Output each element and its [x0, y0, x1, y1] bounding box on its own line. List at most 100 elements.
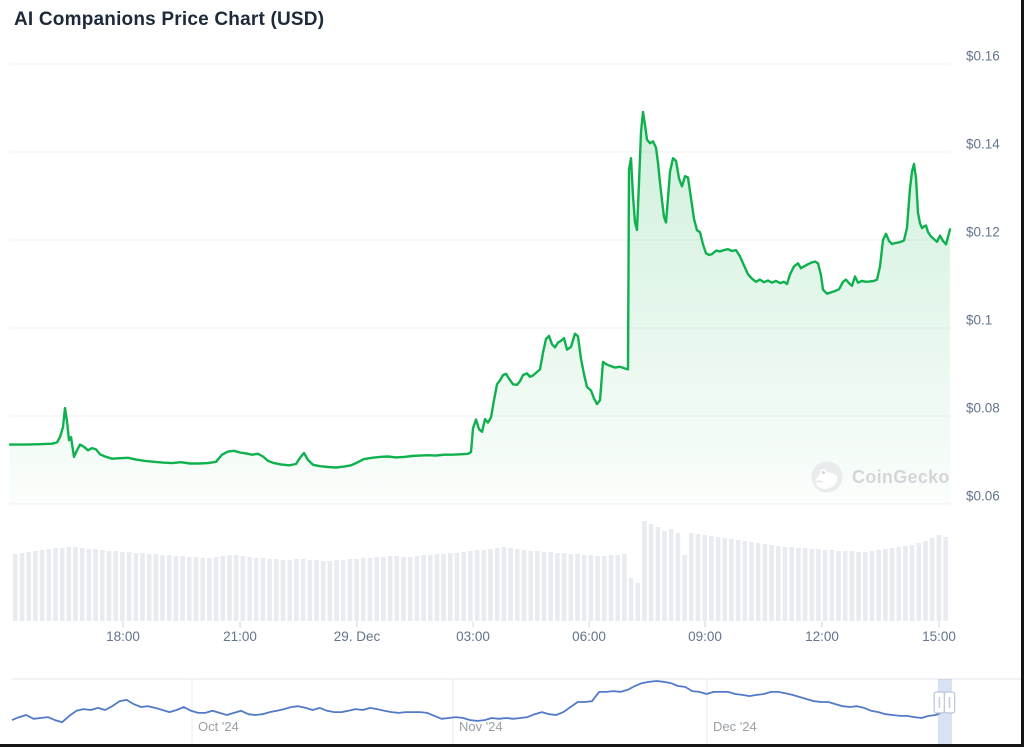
volume-bar — [86, 549, 92, 621]
volume-bar — [936, 535, 942, 621]
volume-bar — [253, 558, 259, 621]
volume-bar — [816, 549, 821, 621]
volume-bar — [334, 560, 339, 621]
volume-bar — [856, 552, 861, 621]
volume-bar — [260, 558, 266, 621]
volume-bar — [113, 551, 118, 621]
volume-bar — [187, 557, 192, 621]
navigator-month-label: Oct '24 — [198, 719, 239, 734]
volume-bar — [755, 543, 761, 621]
navigator-handle-left[interactable] — [933, 691, 946, 714]
x-axis-label: 29. Dec — [334, 629, 381, 644]
volume-bar — [836, 551, 841, 621]
volume-bar — [468, 551, 473, 621]
volume-bar — [233, 555, 239, 621]
volume-bar — [842, 551, 848, 621]
volume-bar — [421, 555, 426, 621]
volume-bar — [702, 535, 707, 621]
volume-bar — [173, 556, 179, 621]
volume-bar — [394, 556, 400, 621]
volume-bar — [160, 555, 165, 621]
volume-bar — [200, 558, 205, 621]
volume-bar — [274, 559, 279, 621]
volume-bar — [715, 537, 721, 621]
volume-bar — [26, 552, 31, 621]
volume-bar — [682, 555, 687, 621]
volume-bar — [929, 538, 935, 621]
navigator-handle-right[interactable] — [943, 691, 956, 714]
volume-bar — [59, 548, 65, 621]
volume-bar — [247, 557, 252, 621]
price-area-fill — [10, 112, 950, 504]
volume-bar — [648, 524, 654, 621]
volume-bar — [849, 551, 855, 621]
volume-bar — [555, 553, 560, 621]
volume-bar — [749, 542, 754, 621]
price-line — [8, 110, 952, 469]
volume-bar — [93, 549, 98, 621]
volume-bar — [428, 555, 433, 621]
volume-bar — [294, 559, 299, 621]
volume-bar — [662, 531, 667, 621]
volume-bar — [73, 547, 78, 621]
plot-area[interactable] — [10, 44, 950, 644]
volume-bar — [521, 550, 527, 621]
volume-bar — [742, 541, 748, 621]
volume-bar — [320, 561, 326, 621]
volume-bar — [240, 556, 246, 621]
volume-bar — [53, 548, 58, 621]
volume-bar — [220, 556, 226, 621]
volume-bar — [146, 554, 152, 621]
volume-bar — [916, 543, 922, 621]
volume-bar — [494, 548, 500, 621]
volume-bar — [575, 554, 580, 621]
volume-bar — [548, 552, 553, 621]
volume-bar — [474, 550, 480, 621]
volume-bar — [796, 548, 801, 621]
volume-bar — [133, 553, 139, 621]
y-axis-label: $0.06 — [966, 489, 1000, 504]
volume-bar — [280, 560, 286, 621]
volume-bar — [762, 544, 768, 621]
x-axis-label: 12:00 — [805, 629, 839, 644]
volume-bar — [822, 550, 828, 621]
volume-bar — [863, 552, 868, 621]
volume-bar — [789, 547, 794, 621]
x-axis-label: 09:00 — [688, 629, 722, 644]
volume-bar — [675, 533, 681, 621]
volume-bar — [314, 560, 319, 621]
volume-bar — [448, 553, 453, 621]
volume-bar — [829, 550, 835, 621]
volume-bar — [769, 545, 774, 621]
volume-bar — [729, 539, 734, 621]
volume-bar — [414, 556, 420, 621]
navigator-series-line — [11, 680, 951, 724]
volume-bar — [193, 557, 199, 621]
volume-bar — [776, 546, 781, 621]
volume-bar — [207, 558, 212, 621]
y-axis-label: $0.12 — [966, 225, 1000, 240]
volume-bar — [628, 578, 634, 621]
volume-bar — [39, 550, 45, 621]
volume-bar — [407, 557, 413, 621]
volume-bar — [19, 553, 25, 621]
volume-bar — [501, 547, 507, 621]
navigator-track[interactable] — [12, 679, 1022, 746]
volume-bar — [508, 548, 513, 621]
volume-bar — [568, 554, 574, 621]
volume-bar — [441, 554, 446, 621]
volume-bar — [126, 552, 132, 621]
volume-bar — [642, 521, 647, 621]
volume-bar — [588, 555, 594, 621]
volume-bar — [608, 555, 614, 621]
volume-bar — [267, 559, 272, 621]
volume-bar — [735, 540, 741, 621]
volume-bar — [387, 556, 393, 621]
volume-bar — [883, 549, 888, 621]
volume-bar — [401, 557, 406, 621]
volume-bar — [66, 547, 72, 621]
volume-bar — [889, 548, 895, 621]
volume-bar — [287, 560, 292, 621]
page-title: AI Companions Price Chart (USD) — [14, 9, 325, 30]
